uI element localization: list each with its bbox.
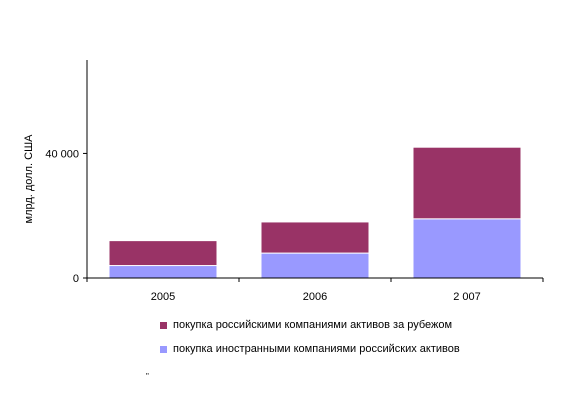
legend-item-foreign-purchases-russia: покупка иностранными компаниями российск… (160, 340, 560, 358)
x-tick-label: 2006 (303, 291, 327, 303)
bar-2005-series-1 (108, 240, 218, 267)
stray-mark: " (146, 372, 149, 381)
legend-label-foreign-purchases-russia: покупка иностранными компаниями российск… (173, 343, 460, 355)
legend: покупка российскими компаниями активов з… (160, 316, 560, 364)
y-tick-label: 40 000 (45, 148, 79, 160)
bars-layer (108, 146, 522, 279)
ticks-layer: 0 40 000 2005 2006 2 007 (45, 148, 544, 303)
bar-2007-series-0 (412, 218, 522, 279)
y-axis-title: млрд. долл. США (23, 134, 35, 224)
legend-swatch-russian-purchases-abroad (160, 321, 167, 329)
y-tick-label: 0 (73, 273, 79, 285)
x-tick-label: 2 007 (453, 291, 481, 303)
x-tick-label: 2005 (151, 291, 175, 303)
bar-2006-series-0 (260, 252, 370, 279)
bar-2005-series-0 (108, 265, 218, 279)
legend-label-russian-purchases-abroad: покупка российскими компаниями активов з… (173, 319, 453, 331)
bar-2006-series-1 (260, 221, 370, 254)
legend-swatch-foreign-purchases-russia (160, 345, 167, 353)
legend-item-russian-purchases-abroad: покупка российскими компаниями активов з… (160, 316, 560, 334)
axes-layer (86, 60, 543, 279)
bar-2007-series-1 (412, 146, 522, 220)
